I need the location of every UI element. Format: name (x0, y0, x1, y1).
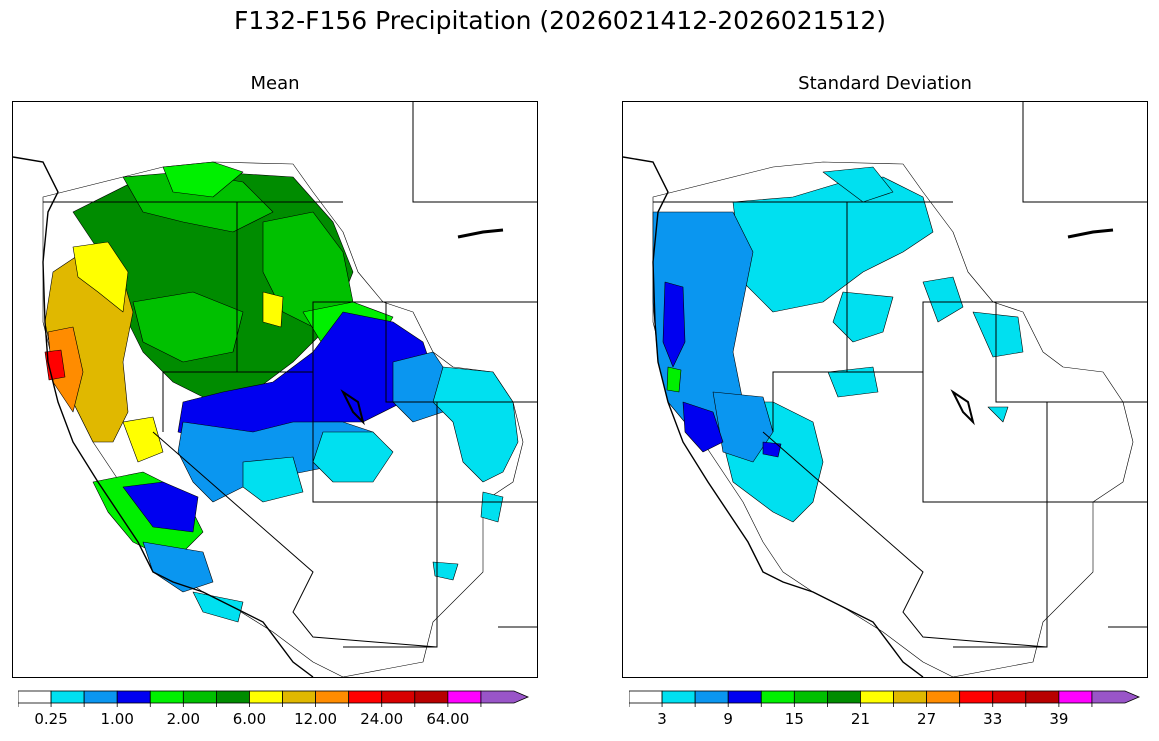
stddev-map-svg (623, 102, 1147, 677)
colorbar-segment (348, 690, 383, 704)
colorbar-segment (793, 690, 828, 704)
region-blue (122, 481, 199, 533)
colorbar-segment (629, 690, 663, 704)
region-blue (762, 441, 782, 458)
colorbar-segment (661, 690, 696, 704)
colorbar-segment (826, 690, 861, 704)
mean-map-svg (13, 102, 537, 677)
colorbar-tick-label: 0.25 (34, 710, 68, 728)
colorbar-segment (694, 690, 729, 704)
region-yellow (122, 416, 164, 463)
colorbar-segment (249, 690, 283, 704)
colorbar-segment (1091, 690, 1141, 704)
colorbar-segment (727, 690, 762, 704)
colorbar-segment (1058, 690, 1093, 704)
colorbar-tick-label: 2.00 (166, 710, 201, 728)
region-cyan (242, 456, 304, 503)
region-light-green (666, 366, 682, 393)
great-salt-lake (340, 389, 365, 426)
panel-title-mean: Mean (250, 73, 300, 94)
colorbar-tick-label: 24.00 (360, 710, 404, 728)
colorbar-segment (282, 690, 316, 704)
colorbar-segment (959, 690, 994, 704)
colorbar-segment (381, 690, 416, 704)
great-salt-lake (950, 389, 975, 426)
region-blue (682, 401, 724, 453)
colorbar-segment (760, 690, 795, 704)
panel-title-stddev: Standard Deviation (798, 73, 972, 94)
region-cyan (822, 166, 894, 203)
coastline (623, 156, 924, 677)
colorbar-segment (992, 690, 1027, 704)
state-border (152, 431, 438, 648)
region-cyan (827, 366, 879, 398)
region-yellow (262, 291, 284, 328)
colorbar-segment (18, 690, 52, 704)
colorbar-segment (116, 690, 151, 704)
lake-sakakawea (1067, 228, 1114, 239)
state-border (1022, 102, 1147, 203)
colorbar-tick-label: 33 (983, 710, 1003, 728)
colorbar-tick-label: 27 (917, 710, 937, 728)
region-cyan (832, 291, 894, 343)
colorbar-segment (447, 690, 482, 704)
colorbar-segment (893, 690, 927, 704)
map-stddev (622, 101, 1148, 678)
region-blue (662, 281, 686, 368)
colorbar-segment (50, 690, 85, 704)
region-cyan (732, 176, 934, 313)
region-cyan (972, 311, 1024, 358)
colorbar-tick-label: 21 (850, 710, 870, 728)
state-border (762, 431, 1048, 648)
state-border (163, 371, 537, 503)
colorbar-segment (1025, 690, 1060, 704)
colorbar-segment (926, 690, 961, 704)
colorbar-segment (414, 690, 449, 704)
region-medium-blue (142, 541, 214, 593)
lake-sakakawea (457, 228, 504, 239)
colorbar-segment (83, 690, 118, 704)
state-border (412, 102, 537, 203)
colorbar-segment (315, 690, 350, 704)
colorbar-tick-label: 39 (1049, 710, 1069, 728)
region-cyan (432, 561, 459, 581)
region-cyan (922, 276, 964, 323)
state-border (773, 371, 1147, 503)
coastline (13, 156, 314, 677)
colorbar-segment (149, 690, 184, 704)
colorbar-segment (480, 690, 530, 704)
region-cyan (432, 366, 519, 483)
colorbar-segment (182, 690, 217, 704)
colorbar-segment (215, 690, 250, 704)
state-border (385, 301, 537, 402)
colorbar-tick-label: 9 (723, 710, 733, 728)
colorbar-tick-label: 6.00 (232, 710, 267, 728)
colorbar-tick-label: 15 (784, 710, 804, 728)
region-cyan (987, 406, 1009, 423)
colorbar-tick-label: 12.00 (294, 710, 338, 728)
state-border (995, 301, 1147, 402)
region-light-green (162, 161, 244, 198)
colorbar-segment (860, 690, 894, 704)
colorbar-tick-label: 1.00 (100, 710, 134, 728)
colorbar-mean (18, 690, 530, 707)
region-cyan (480, 491, 504, 523)
figure-title: F132-F156 Precipitation (2026021412-2026… (233, 6, 886, 35)
map-mean (12, 101, 538, 678)
colorbar-stddev (629, 690, 1141, 707)
region-yellow (72, 241, 129, 313)
colorbar-tick-label: 3 (657, 710, 667, 728)
region-green (132, 291, 244, 363)
region-cyan (192, 591, 244, 623)
colorbar-tick-label: 64.00 (426, 710, 470, 728)
